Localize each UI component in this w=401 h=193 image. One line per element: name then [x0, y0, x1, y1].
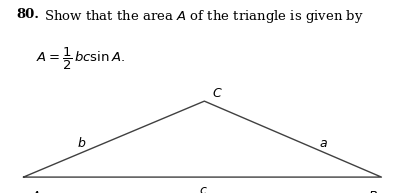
Text: Show that the area $\mathit{A}$ of the triangle is given by: Show that the area $\mathit{A}$ of the t…: [44, 8, 364, 25]
Text: b: b: [77, 137, 85, 150]
Text: B: B: [369, 190, 378, 193]
Text: c: c: [199, 184, 206, 193]
Text: $A = \dfrac{1}{2}\,bc\sin A.$: $A = \dfrac{1}{2}\,bc\sin A.$: [36, 46, 125, 72]
Text: C: C: [212, 87, 221, 100]
Text: a: a: [319, 137, 327, 150]
Text: 80.: 80.: [16, 8, 39, 21]
Text: A: A: [31, 190, 40, 193]
